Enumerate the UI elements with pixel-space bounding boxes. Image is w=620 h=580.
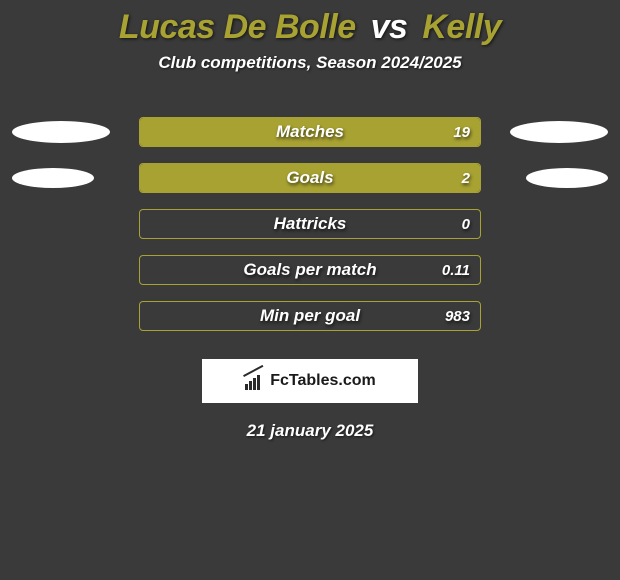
ellipse-left — [12, 168, 94, 188]
stat-value-right: 0 — [462, 216, 470, 233]
stats-chart: Matches19 Goals2 Hattricks0 Goals per match… — [0, 109, 620, 339]
title-player2: Kelly — [422, 8, 501, 46]
title-vs: vs — [371, 8, 408, 46]
logo-box: FcTables.com — [202, 359, 418, 403]
stat-bar: Min per goal983 — [139, 301, 481, 331]
title-player1: Lucas De Bolle — [119, 8, 356, 46]
stat-label: Hattricks — [140, 214, 480, 234]
stat-value-right: 0.11 — [442, 262, 470, 279]
logo-text: FcTables.com — [270, 372, 376, 390]
stat-label: Min per goal — [140, 306, 480, 326]
stat-row: Min per goal983 — [0, 293, 620, 339]
stat-label: Goals per match — [140, 260, 480, 280]
page-title: Lucas De Bolle vs Kelly — [0, 0, 620, 47]
subtitle: Club competitions, Season 2024/2025 — [0, 53, 620, 73]
stat-bar: Goals2 — [139, 163, 481, 193]
date-text: 21 january 2025 — [0, 421, 620, 441]
stat-row: Hattricks0 — [0, 201, 620, 247]
stat-value-right: 983 — [445, 308, 470, 325]
stat-row: Goals per match0.11 — [0, 247, 620, 293]
bar-chart-icon — [244, 372, 266, 390]
ellipse-left — [12, 121, 110, 143]
ellipse-right — [510, 121, 608, 143]
stat-value-right: 2 — [462, 170, 470, 187]
stat-row: Matches19 — [0, 109, 620, 155]
stat-value-right: 19 — [453, 124, 470, 141]
stat-row: Goals2 — [0, 155, 620, 201]
ellipse-right — [526, 168, 608, 188]
stat-label: Matches — [140, 122, 480, 142]
stat-label: Goals — [140, 168, 480, 188]
stat-bar: Hattricks0 — [139, 209, 481, 239]
stat-bar: Matches19 — [139, 117, 481, 147]
stat-bar: Goals per match0.11 — [139, 255, 481, 285]
